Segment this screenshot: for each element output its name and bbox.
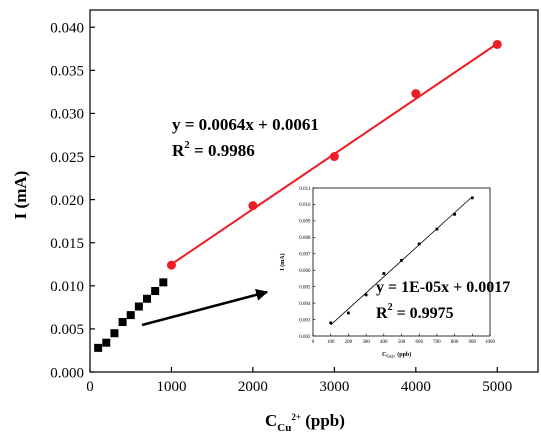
x-tick-label: 800 [451, 340, 459, 345]
x-tick-label: 100 [327, 340, 335, 345]
data-point [126, 311, 135, 320]
y-tick-label: 0.006 [299, 269, 311, 274]
data-point [248, 201, 258, 211]
data-point [470, 196, 474, 200]
main-data-points [94, 39, 502, 352]
inset-fit-equation: y = 1E-05x + 0.0017 [376, 279, 510, 296]
y-tick-label: 0.004 [299, 302, 311, 307]
inset-y-axis-label: I (mA) [279, 253, 286, 270]
inset-data-points [329, 196, 474, 325]
inset-fit-r2: R2 = 0.9975 [376, 302, 454, 322]
y-tick-label: 0.040 [50, 20, 84, 36]
inset-ticks: 0 100 200 300 400 500 600 700 800 900 1000 0.002 0.0… [299, 187, 495, 345]
y-tick-label: 0.010 [50, 279, 84, 295]
x-tick-label: 400 [380, 340, 388, 345]
data-point [151, 286, 160, 295]
y-tick-label: 0.008 [299, 236, 311, 241]
data-point [417, 242, 421, 246]
data-point [143, 294, 152, 303]
y-tick-label: 0.010 [299, 203, 311, 208]
x-tick-label: 900 [469, 340, 477, 345]
data-point [166, 260, 176, 270]
y-tick-label: 0.025 [50, 150, 84, 166]
x-tick-label: 1000 [485, 340, 496, 345]
main-plot-frame [89, 9, 539, 373]
x-tick-label: 2000 [238, 379, 268, 395]
y-tick-label: 0.003 [299, 318, 311, 323]
main-ticks: 0 1000 2000 3000 4000 50000.0000.0050.0100.01… [50, 20, 512, 395]
data-point [329, 152, 339, 162]
y-tick-label: 0.007 [299, 253, 311, 258]
y-tick-label: 0.020 [50, 193, 84, 209]
y-tick-label: 0.000 [50, 365, 84, 381]
data-point [492, 39, 502, 49]
data-point [453, 212, 456, 216]
inset-plot-frame [312, 187, 491, 337]
inset-x-axis-label: CCu2+ (ppb) [382, 351, 411, 359]
y-tick-label: 0.005 [299, 285, 311, 290]
main-x-axis-label: CCu2+ (ppb) [265, 411, 345, 433]
data-point [435, 227, 439, 231]
main-fit-equation: y = 0.0064x + 0.0061 [172, 115, 319, 134]
data-point [400, 258, 403, 262]
x-tick-label: 1000 [156, 379, 186, 395]
y-tick-label: 0.011 [299, 187, 311, 192]
x-tick-label: 700 [433, 340, 441, 345]
x-tick-label: 0 [312, 340, 315, 345]
data-point [94, 343, 103, 352]
x-tick-label: 300 [362, 340, 370, 345]
data-point [159, 278, 168, 287]
x-tick-label: 200 [345, 340, 353, 345]
y-tick-label: 0.009 [299, 220, 311, 225]
data-point [102, 338, 111, 347]
x-tick-label: 500 [398, 340, 406, 345]
data-point [118, 318, 127, 327]
x-tick-label: 0 [86, 379, 94, 395]
x-tick-label: 4000 [401, 379, 431, 395]
data-point [382, 272, 386, 275]
x-tick-label: 3000 [319, 379, 349, 395]
x-tick-label: 5000 [482, 379, 512, 395]
data-point [411, 89, 421, 99]
main-y-axis-label: I (mA) [11, 171, 30, 220]
main-fit-r2: R2 = 0.9986 [172, 139, 255, 160]
y-tick-label: 0.035 [50, 64, 84, 80]
y-tick-label: 0.015 [50, 236, 84, 252]
inset-pointer-arrow [141, 288, 269, 327]
x-tick-label: 600 [415, 340, 423, 345]
data-point [110, 329, 119, 338]
data-point [134, 302, 143, 311]
data-point [364, 293, 368, 297]
data-point [329, 321, 333, 325]
y-tick-label: 0.002 [299, 335, 311, 340]
data-point [347, 311, 350, 315]
y-tick-label: 0.030 [50, 107, 84, 123]
y-tick-label: 0.005 [50, 322, 84, 338]
